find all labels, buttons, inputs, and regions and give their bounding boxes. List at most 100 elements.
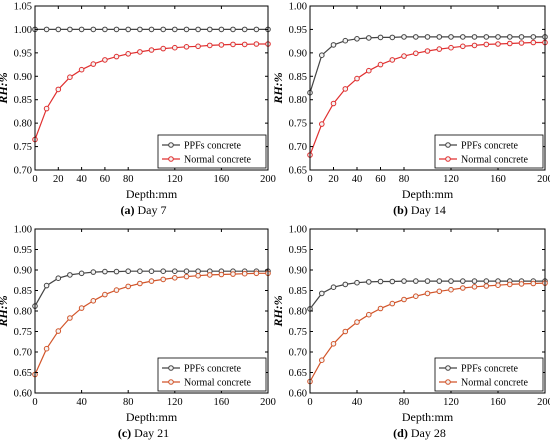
data-point: [67, 272, 73, 278]
data-point: [448, 278, 454, 284]
panel-day: Day 14: [411, 203, 446, 217]
panel-letter: (b): [393, 203, 408, 217]
y-tick-label: 1.00: [14, 25, 32, 36]
data-point: [401, 296, 407, 303]
y-axis-label: RH:%: [0, 295, 10, 327]
data-point: [102, 291, 108, 298]
data-point: [183, 26, 190, 33]
data-point: [518, 34, 525, 40]
series-line-2: [34, 43, 268, 140]
y-tick-label: 0.65: [289, 368, 307, 379]
data-point: [207, 26, 213, 33]
data-point: [218, 26, 225, 33]
panel-caption: (d) Day 28: [393, 426, 446, 440]
data-point: [389, 34, 396, 41]
y-axis-label: RH:%: [0, 72, 10, 104]
x-tick-label: 160: [214, 397, 230, 408]
data-point: [319, 357, 325, 364]
data-point: [342, 281, 349, 288]
data-point: [436, 278, 443, 284]
legend-swatch-marker: [168, 379, 174, 385]
data-point: [530, 39, 537, 46]
y-tick-label: 1.05: [14, 2, 32, 13]
legend: PPFs concrete Normal concrete: [157, 134, 267, 169]
data-point: [43, 345, 50, 352]
legend-swatch-marker: [168, 365, 174, 371]
panel-letter: (d): [393, 426, 408, 440]
data-point: [389, 57, 396, 63]
x-tick-label: 20: [53, 174, 64, 185]
data-point: [460, 278, 466, 284]
data-point: [195, 272, 201, 279]
data-point: [78, 66, 85, 73]
data-point: [424, 278, 431, 284]
x-axis-label: Depth:mm: [402, 187, 454, 201]
y-tick-label: 0.80: [14, 307, 32, 318]
data-point: [483, 41, 490, 48]
data-point: [43, 282, 50, 289]
y-tick-label: 0.80: [289, 95, 307, 106]
data-point: [471, 34, 478, 40]
x-tick-label: 200: [260, 174, 276, 185]
legend-box: [157, 134, 267, 169]
legend-swatch-marker: [445, 379, 451, 385]
y-tick-label: 0.65: [289, 166, 307, 177]
data-point: [137, 280, 143, 287]
y-tick-label: 1.00: [14, 225, 32, 236]
data-point: [413, 50, 419, 57]
legend: PPFs concrete Normal concrete: [434, 357, 544, 392]
data-point: [172, 26, 178, 33]
data-point: [483, 278, 490, 284]
data-point: [377, 61, 384, 68]
x-tick-label: 40: [76, 397, 87, 408]
data-point: [125, 283, 131, 290]
y-tick-label: 0.85: [14, 286, 32, 297]
data-point: [530, 280, 537, 287]
data-point: [354, 36, 360, 42]
legend-swatch-marker: [168, 156, 174, 162]
y-axis-label: RH:%: [271, 72, 285, 104]
data-point: [530, 34, 537, 40]
data-point: [195, 26, 201, 33]
data-point: [330, 284, 337, 291]
x-tick-label: 40: [76, 174, 87, 185]
data-point: [436, 46, 443, 52]
data-point: [436, 34, 443, 40]
data-point: [78, 305, 85, 311]
data-point: [160, 268, 166, 275]
data-point: [90, 298, 97, 304]
y-tick-label: 0.95: [14, 245, 32, 256]
data-point: [507, 34, 513, 40]
y-tick-label: 0.70: [14, 348, 32, 359]
x-tick-label: 0: [32, 397, 37, 408]
data-point: [483, 34, 490, 40]
y-tick-label: 0.70: [289, 142, 307, 153]
data-point: [253, 270, 260, 277]
chart-panel-2: 0 20 40 60 80 120 160 200 0.65 0.70 0.75 0.80 0.85 0.…: [271, 2, 550, 218]
legend-swatch-marker: [445, 142, 451, 148]
data-point: [90, 26, 97, 33]
y-tick-label: 0.65: [14, 368, 32, 379]
data-point: [125, 26, 131, 33]
data-point: [448, 286, 454, 293]
x-tick-label: 0: [32, 174, 37, 185]
data-point: [241, 26, 248, 33]
y-tick-label: 0.90: [289, 266, 307, 277]
y-tick-label: 0.70: [14, 166, 32, 177]
panel-day: Day 21: [134, 426, 169, 440]
x-axis-label: Depth:mm: [126, 410, 178, 424]
data-point: [507, 40, 513, 47]
y-tick-label: 1.00: [289, 2, 307, 13]
data-point: [495, 41, 501, 47]
data-point: [125, 268, 131, 275]
data-point: [102, 26, 108, 33]
y-tick-label: 1.00: [289, 225, 307, 236]
data-point: [424, 34, 431, 40]
data-point: [172, 268, 178, 275]
panel-letter: (a): [121, 203, 135, 217]
data-point: [160, 45, 166, 52]
data-point: [90, 61, 97, 67]
data-point: [67, 26, 73, 33]
data-point: [319, 290, 325, 297]
data-point: [319, 52, 325, 59]
